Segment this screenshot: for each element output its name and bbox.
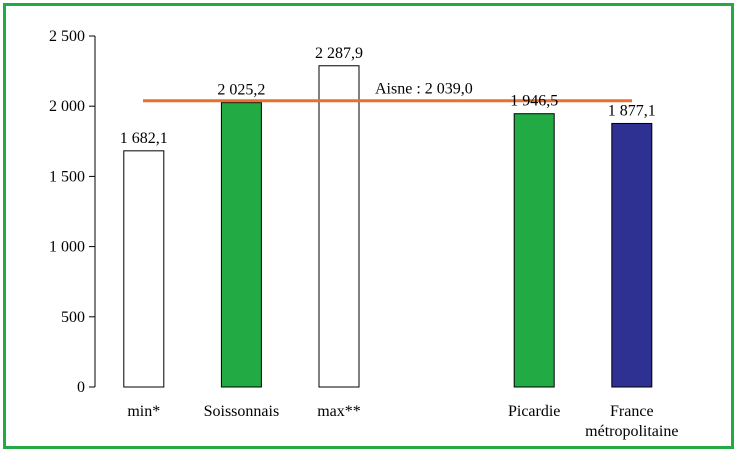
bar-value-label: 2 287,9 [315,45,363,62]
x-category-label: Soissonnais [204,403,280,420]
x-category-label: Picardie [508,403,560,420]
y-tick-label: 1 500 [49,168,85,185]
bar-value-label: 1 682,1 [120,130,168,147]
bar-value-label: 1 877,1 [608,102,656,119]
x-category-label: min* [127,403,160,420]
bar [220,102,262,388]
bar-value-label: 1 946,5 [510,93,558,110]
bar-value-label: 2 025,2 [217,82,265,99]
x-category-label: max** [317,403,361,420]
y-tick-label: 2 500 [49,28,85,45]
bar [318,65,360,388]
x-category-label: France [610,403,654,420]
x-category-label: métropolitaine [585,423,678,440]
y-tick-label: 500 [61,309,85,326]
y-tick-label: 0 [77,379,85,396]
y-tick-label: 1 000 [49,239,85,256]
bar [513,113,555,388]
y-tick-label: 2 000 [49,98,85,115]
bar [611,122,653,388]
bar [123,150,165,388]
reference-line-label: Aisne : 2 039,0 [375,81,473,98]
